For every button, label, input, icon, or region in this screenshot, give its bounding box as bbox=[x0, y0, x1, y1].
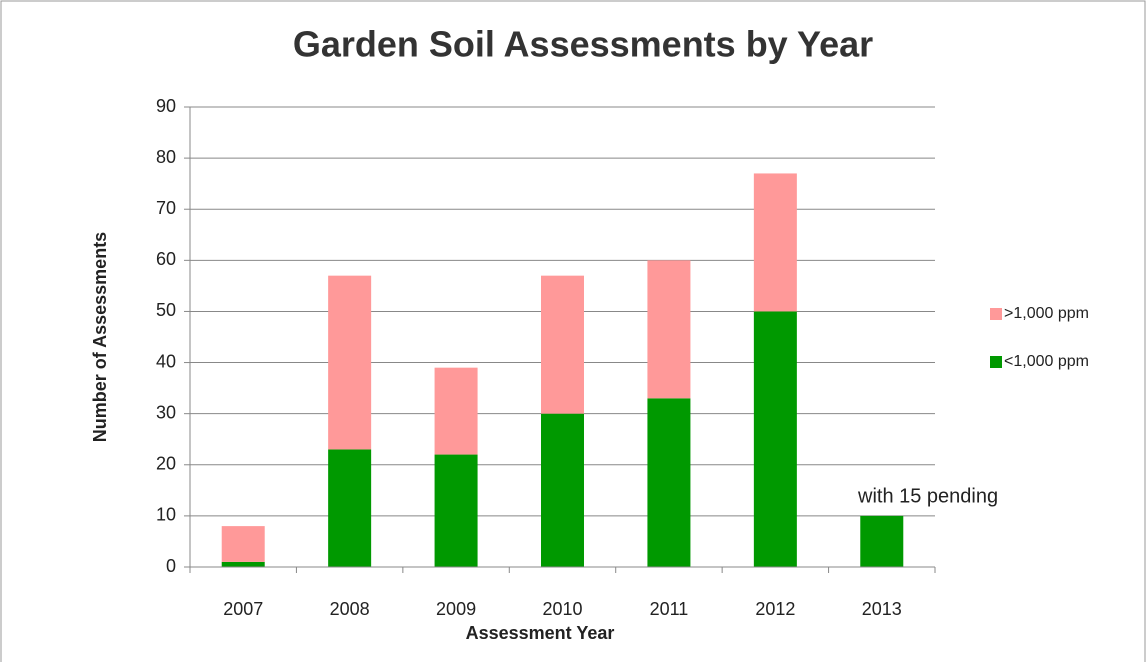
bar-segment bbox=[860, 515, 904, 567]
y-tick-label: 70 bbox=[156, 198, 176, 218]
chart-title: Garden Soil Assessments by Year bbox=[293, 24, 873, 65]
y-tick-label: 20 bbox=[156, 454, 176, 474]
y-tick-label: 50 bbox=[156, 300, 176, 320]
bar-segment bbox=[541, 275, 584, 414]
legend-label: >1,000 ppm bbox=[1004, 305, 1089, 322]
bar-segment bbox=[328, 449, 372, 567]
y-tick-label: 0 bbox=[166, 556, 176, 576]
bar-segment bbox=[647, 260, 691, 399]
bar-segment bbox=[221, 526, 265, 562]
y-tick-label: 40 bbox=[156, 351, 176, 371]
x-tick-label: 2008 bbox=[330, 599, 370, 619]
bar-segment bbox=[328, 275, 372, 450]
y-tick-label: 90 bbox=[156, 96, 176, 116]
y-tick-label: 60 bbox=[156, 249, 176, 269]
bar-segment bbox=[753, 311, 797, 567]
y-tick-label: 30 bbox=[156, 402, 176, 422]
x-tick-label: 2011 bbox=[650, 599, 689, 619]
legend-swatch bbox=[990, 308, 1002, 320]
x-tick-label: 2009 bbox=[436, 599, 476, 619]
bar-segment bbox=[434, 454, 478, 567]
x-tick-label: 2010 bbox=[542, 599, 582, 619]
bar-segment bbox=[434, 367, 478, 455]
x-tick-label: 2012 bbox=[755, 599, 795, 619]
y-axis-label: Number of Assessments bbox=[90, 232, 110, 442]
bar-segment bbox=[221, 561, 265, 567]
x-axis-label: Assessment Year bbox=[466, 623, 615, 643]
y-tick-label: 80 bbox=[156, 147, 176, 167]
annotation: with 15 pending bbox=[857, 485, 998, 507]
legend-swatch bbox=[990, 356, 1002, 368]
legend-label: <1,000 ppm bbox=[1004, 353, 1089, 370]
bar-segment bbox=[647, 398, 691, 567]
x-tick-label: 2013 bbox=[862, 599, 902, 619]
x-tick-label: 2007 bbox=[223, 599, 263, 619]
y-tick-label: 10 bbox=[156, 505, 176, 525]
bar-segment bbox=[753, 173, 797, 312]
bar-segment bbox=[541, 413, 584, 567]
